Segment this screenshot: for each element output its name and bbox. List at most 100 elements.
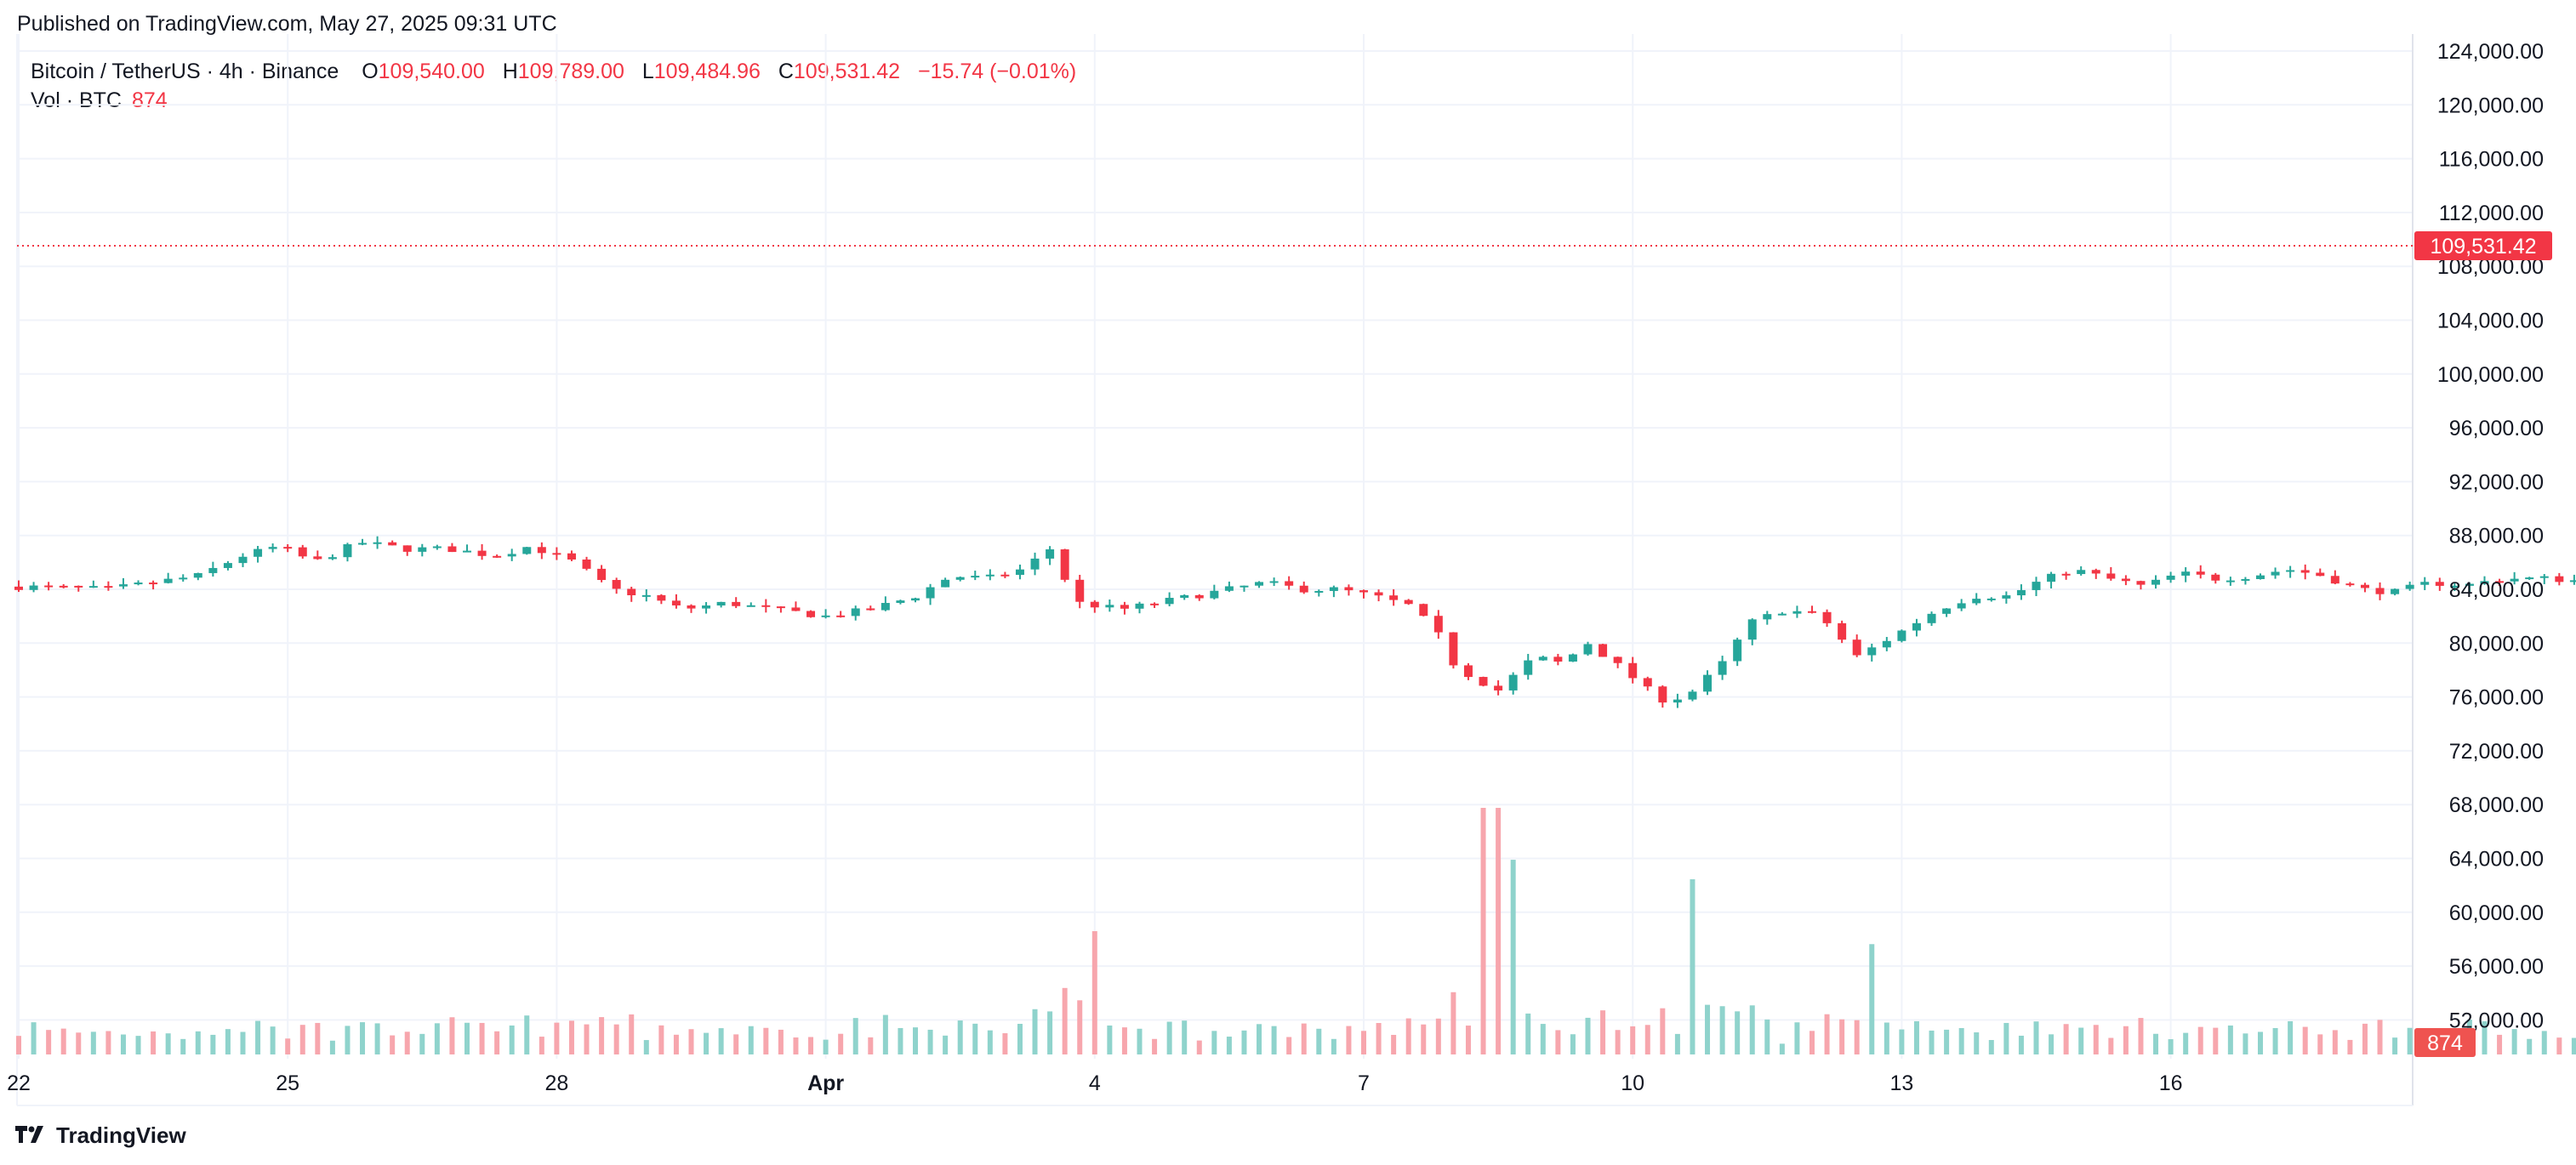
candle-body xyxy=(776,606,785,609)
x-tick-label: 25 xyxy=(276,1071,299,1095)
volume-bar xyxy=(299,1025,305,1054)
volume-bar xyxy=(449,1017,455,1054)
candle-body xyxy=(1688,691,1697,700)
candle-body xyxy=(2016,589,2026,596)
volume-bar xyxy=(1032,1009,1038,1054)
candle-body xyxy=(2555,576,2564,582)
volume-bar xyxy=(2288,1020,2294,1054)
candle-body xyxy=(1912,622,1921,631)
candle-body xyxy=(74,585,83,588)
volume-bar xyxy=(2392,1037,2398,1054)
y-tick-label: 124,000.00 xyxy=(2437,40,2544,64)
candle-body xyxy=(447,546,457,553)
volume-bar xyxy=(2527,1038,2533,1054)
candle-body xyxy=(911,598,920,601)
candle-body xyxy=(836,615,846,617)
volume-bar xyxy=(658,1025,664,1054)
last-price-badge xyxy=(2414,230,2552,260)
volume-bar xyxy=(1271,1026,1277,1054)
volume-bar xyxy=(1764,1019,1770,1054)
candle-body xyxy=(2047,573,2056,582)
change-value: −15.74 (−0.01%) xyxy=(917,60,1077,83)
volume-bar xyxy=(957,1020,963,1054)
candle-body xyxy=(1105,605,1114,608)
candle-body xyxy=(298,547,307,557)
candle-body xyxy=(1359,590,1368,593)
volume-bar xyxy=(629,1014,635,1054)
volume-bar xyxy=(2138,1018,2144,1054)
candle-body xyxy=(2330,576,2339,584)
footer-brand[interactable]: TradingView xyxy=(15,1122,186,1149)
volume-bar xyxy=(1555,1030,1561,1054)
volume-bar xyxy=(105,1031,111,1054)
volume-bar xyxy=(1211,1031,1217,1054)
volume-bar xyxy=(434,1023,440,1054)
volume-bar xyxy=(16,1036,21,1054)
volume-bar xyxy=(882,1014,888,1054)
candle-body xyxy=(118,584,128,587)
candle-body xyxy=(1285,581,1294,586)
candle-body xyxy=(1986,598,1996,600)
candle-body xyxy=(1180,594,1189,599)
candle-body xyxy=(761,605,771,607)
candle-body xyxy=(493,555,502,558)
volume-bar xyxy=(1809,1031,1815,1054)
volume-bar xyxy=(1899,1029,1905,1054)
volume-bars xyxy=(16,808,2576,1054)
volume-bar xyxy=(360,1022,366,1054)
candle-body xyxy=(149,582,158,585)
candle-body xyxy=(388,542,397,546)
volume-bar xyxy=(494,1031,500,1054)
volume-bar xyxy=(1241,1030,1247,1054)
candle-body xyxy=(1882,640,1891,648)
candle-body xyxy=(1568,654,1577,662)
candle-body xyxy=(1972,599,1981,604)
candle-body xyxy=(1942,608,1952,614)
volume-bar xyxy=(195,1031,201,1054)
candle-body xyxy=(1838,622,1847,640)
candle-body xyxy=(552,553,561,555)
last-price-markers: 109,531.42 874 xyxy=(17,230,2552,1057)
time-axis: 22 25 28 Apr 4 7 10 13 16 xyxy=(7,1071,2182,1095)
volume-bar xyxy=(1465,1026,1471,1054)
volume-label[interactable]: Vol · BTC xyxy=(31,88,122,112)
candle-body xyxy=(1269,581,1279,583)
volume-bar xyxy=(1824,1014,1830,1054)
volume-bar xyxy=(345,1026,350,1054)
candle-body xyxy=(2345,583,2355,586)
candle-body xyxy=(2360,584,2369,588)
candle-body xyxy=(2510,578,2519,582)
volume-bar xyxy=(1421,1024,1427,1054)
volume-bar xyxy=(1257,1024,1262,1054)
volume-bar xyxy=(2497,1034,2503,1054)
volume-bar xyxy=(1047,1011,1053,1054)
volume-bar xyxy=(1510,860,1516,1054)
candle-body xyxy=(1643,678,1652,687)
volume-bar xyxy=(987,1030,993,1054)
last-volume-badge xyxy=(2414,1028,2476,1057)
candle-body xyxy=(313,556,322,560)
volume-bar xyxy=(1152,1038,1158,1054)
candle-body xyxy=(627,588,636,596)
volume-bar xyxy=(778,1029,784,1054)
volume-bar xyxy=(2063,1024,2069,1054)
y-tick-label: 104,000.00 xyxy=(2437,310,2544,333)
volume-bar xyxy=(1913,1020,1919,1054)
x-tick-label: 22 xyxy=(7,1071,31,1095)
volume-bar xyxy=(972,1023,978,1054)
volume-bar xyxy=(2347,1039,2353,1054)
volume-bar xyxy=(2049,1034,2055,1054)
volume-bar xyxy=(1974,1032,1980,1054)
volume-bar xyxy=(1017,1023,1023,1054)
volume-bar xyxy=(913,1027,918,1054)
candle-body xyxy=(2525,577,2534,580)
volume-bar xyxy=(76,1032,82,1054)
candle-body xyxy=(463,550,471,553)
candle-body xyxy=(44,585,54,588)
y-tick-label: 112,000.00 xyxy=(2439,202,2544,225)
volume-bar xyxy=(868,1037,874,1054)
low-label: L xyxy=(641,60,654,83)
volume-bar xyxy=(329,1040,335,1054)
volume-bar xyxy=(90,1031,96,1054)
